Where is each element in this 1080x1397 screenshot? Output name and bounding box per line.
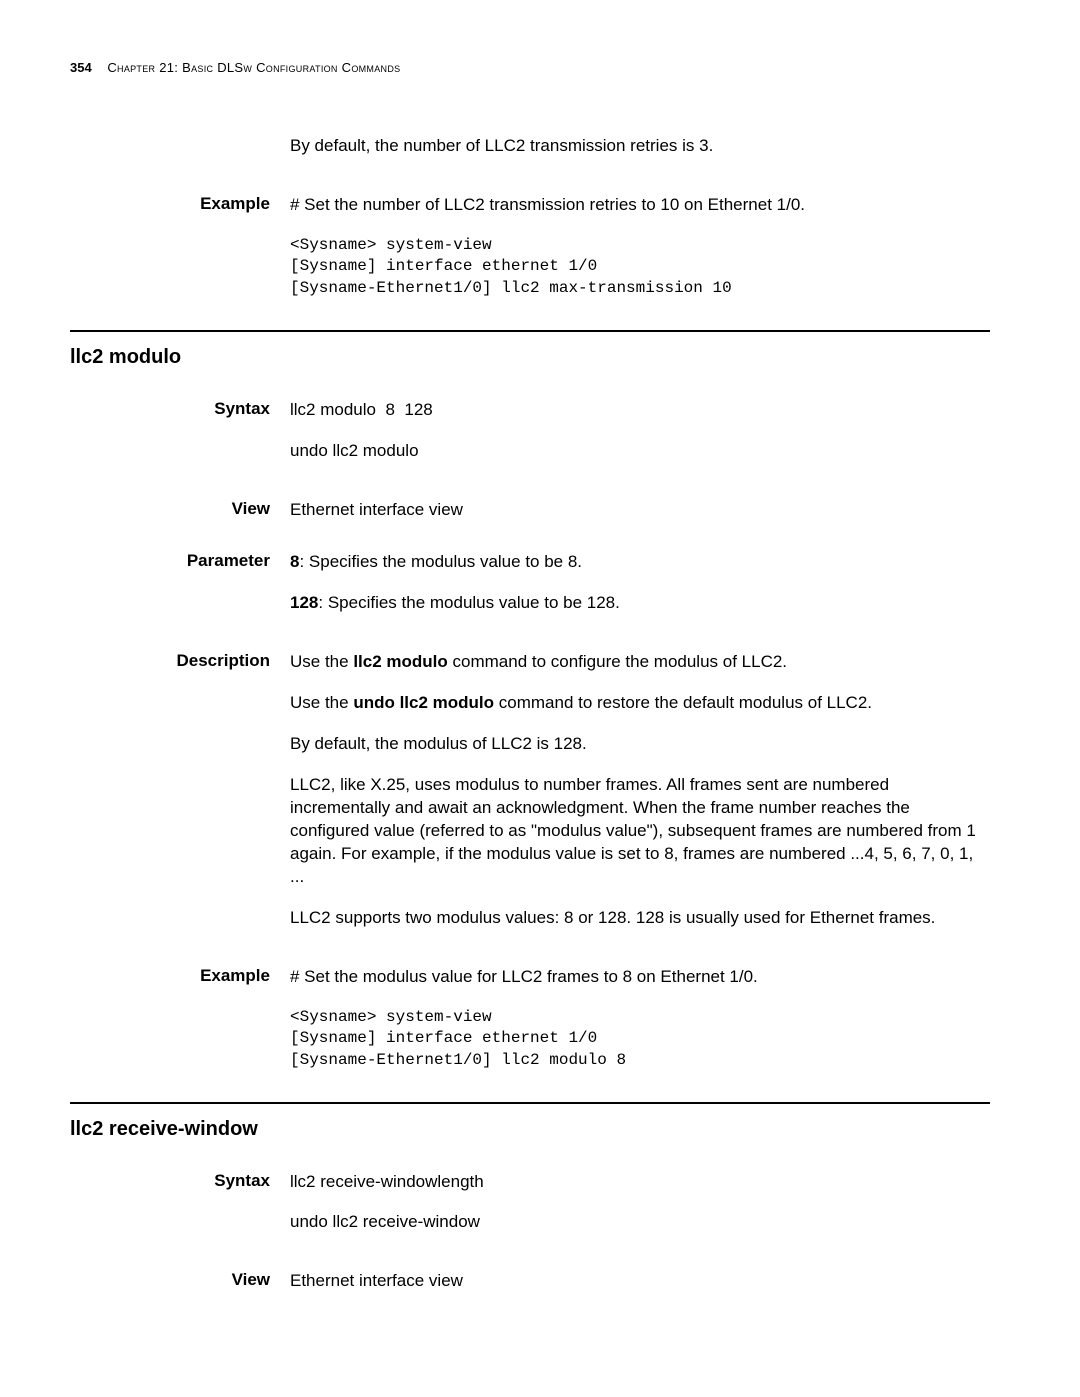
modulo-description-row: Description Use the llc2 modulo command … bbox=[70, 651, 990, 929]
syntax-arg: length bbox=[437, 1172, 483, 1191]
example1-content: # Set the number of LLC2 transmission re… bbox=[290, 194, 990, 300]
divider bbox=[70, 1102, 990, 1104]
view-text: Ethernet interface view bbox=[290, 499, 990, 522]
empty-label bbox=[70, 135, 290, 158]
syntax-arg: 128 bbox=[404, 400, 432, 419]
desc-use1-b: command to configure the modulus of LLC2… bbox=[448, 652, 787, 671]
receive-syntax-content: llc2 receive-windowlength undo llc2 rece… bbox=[290, 1171, 990, 1235]
desc-use2-bold: undo llc2 modulo bbox=[353, 693, 494, 712]
desc-use1-a: Use the bbox=[290, 652, 353, 671]
view-label: View bbox=[70, 499, 290, 522]
example1-row: Example # Set the number of LLC2 transmi… bbox=[70, 194, 990, 300]
code-line: <Sysname> system-view bbox=[290, 1008, 492, 1026]
desc-use1-bold: llc2 modulo bbox=[353, 652, 447, 671]
desc-use2-b: command to restore the default modulus o… bbox=[494, 693, 872, 712]
syntax-line1: llc2 modulo 8 128 bbox=[290, 399, 990, 422]
code-line: <Sysname> system-view bbox=[290, 236, 492, 254]
intro-row: By default, the number of LLC2 transmiss… bbox=[70, 135, 990, 158]
code-line: [Sysname-Ethernet1/0] llc2 max-transmiss… bbox=[290, 279, 732, 297]
param-128-bold: 128 bbox=[290, 593, 318, 612]
modulo-example-content: # Set the modulus value for LLC2 frames … bbox=[290, 966, 990, 1072]
code-line: [Sysname-Ethernet1/0] llc2 modulo 8 bbox=[290, 1051, 626, 1069]
page-header: 354 Chapter 21: Basic DLSw Configuration… bbox=[70, 60, 990, 75]
receive-syntax-row: Syntax llc2 receive-windowlength undo ll… bbox=[70, 1171, 990, 1235]
desc-use2-a: Use the bbox=[290, 693, 353, 712]
divider bbox=[70, 330, 990, 332]
modulo-example-code: <Sysname> system-view [Sysname] interfac… bbox=[290, 1007, 990, 1072]
receive-view-row: View Ethernet interface view bbox=[70, 1270, 990, 1293]
parameter-label: Parameter bbox=[70, 551, 290, 615]
syntax-cmd: llc2 receive-window bbox=[290, 1172, 437, 1191]
modulo-example-row: Example # Set the modulus value for LLC2… bbox=[70, 966, 990, 1072]
receive-syntax-line1: llc2 receive-windowlength bbox=[290, 1171, 990, 1194]
param-128: 128: Specifies the modulus value to be 1… bbox=[290, 592, 990, 615]
intro-text: By default, the number of LLC2 transmiss… bbox=[290, 135, 990, 158]
section-receive-title: llc2 receive-window bbox=[70, 1118, 990, 1141]
section-modulo-title: llc2 modulo bbox=[70, 346, 990, 369]
desc-use1: Use the llc2 modulo command to configure… bbox=[290, 651, 990, 674]
example1-code: <Sysname> system-view [Sysname] interfac… bbox=[290, 235, 990, 300]
example-label: Example bbox=[70, 966, 290, 1072]
view-label: View bbox=[70, 1270, 290, 1293]
example1-text: # Set the number of LLC2 transmission re… bbox=[290, 194, 990, 217]
description-label: Description bbox=[70, 651, 290, 929]
modulo-parameter-row: Parameter 8: Specifies the modulus value… bbox=[70, 551, 990, 615]
modulo-syntax-row: Syntax llc2 modulo 8 128 undo llc2 modul… bbox=[70, 399, 990, 463]
description-content: Use the llc2 modulo command to configure… bbox=[290, 651, 990, 929]
syntax-line2: undo llc2 modulo bbox=[290, 440, 990, 463]
param-8-text: : Specifies the modulus value to be 8. bbox=[299, 552, 582, 571]
receive-syntax-line2: undo llc2 receive-window bbox=[290, 1211, 990, 1234]
param-128-text: : Specifies the modulus value to be 128. bbox=[318, 593, 619, 612]
syntax-arg: 8 bbox=[385, 400, 394, 419]
syntax-cmd: llc2 modulo bbox=[290, 400, 376, 419]
view-text: Ethernet interface view bbox=[290, 1270, 990, 1293]
modulo-view-row: View Ethernet interface view bbox=[70, 499, 990, 522]
syntax-label: Syntax bbox=[70, 1171, 290, 1235]
chapter-label: Chapter 21: Basic DLSw Configuration Com… bbox=[107, 60, 400, 75]
desc-use2: Use the undo llc2 modulo command to rest… bbox=[290, 692, 990, 715]
param-8: 8: Specifies the modulus value to be 8. bbox=[290, 551, 990, 574]
page-container: 354 Chapter 21: Basic DLSw Configuration… bbox=[0, 0, 1080, 1369]
desc-default: By default, the modulus of LLC2 is 128. bbox=[290, 733, 990, 756]
parameter-content: 8: Specifies the modulus value to be 8. … bbox=[290, 551, 990, 615]
code-line: [Sysname] interface ethernet 1/0 bbox=[290, 1029, 597, 1047]
example1-label: Example bbox=[70, 194, 290, 300]
desc-para: LLC2, like X.25, uses modulus to number … bbox=[290, 774, 990, 889]
code-line: [Sysname] interface ethernet 1/0 bbox=[290, 257, 597, 275]
page-number: 354 bbox=[70, 60, 92, 75]
desc-supports: LLC2 supports two modulus values: 8 or 1… bbox=[290, 907, 990, 930]
modulo-example-text: # Set the modulus value for LLC2 frames … bbox=[290, 966, 990, 989]
syntax-label: Syntax bbox=[70, 399, 290, 463]
modulo-syntax-content: llc2 modulo 8 128 undo llc2 modulo bbox=[290, 399, 990, 463]
